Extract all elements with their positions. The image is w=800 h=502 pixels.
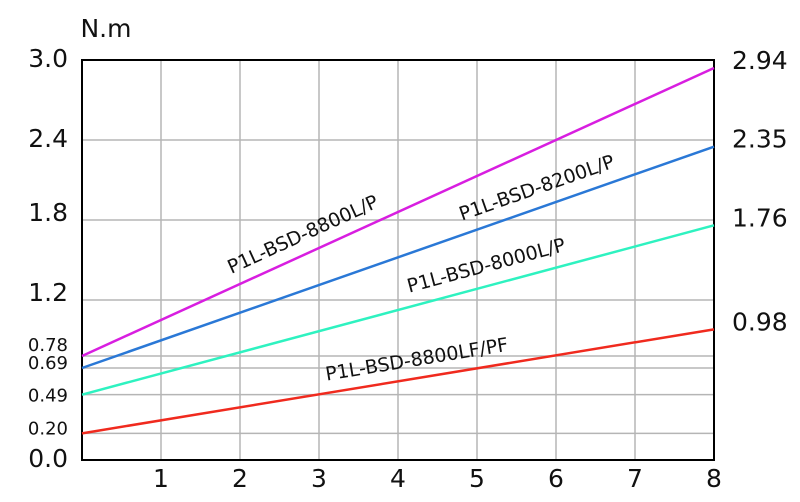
y2-tick-label: 0.98: [732, 307, 788, 336]
x-tick-label: 8: [706, 464, 722, 493]
series-line: [81, 328, 715, 435]
series-line: [81, 224, 715, 396]
x-tick-label: 6: [548, 464, 564, 493]
x-tick-label: 2: [232, 464, 248, 493]
y-tick-label: 1.2: [28, 278, 68, 307]
series-label: P1L-BSD-8000L/P: [405, 234, 568, 297]
y2-tick-label: 2.94: [732, 46, 788, 75]
x-tick-label: 3: [311, 464, 327, 493]
y2-tick-label: 2.35: [732, 125, 788, 154]
x-tick-label: 7: [627, 464, 643, 493]
y-tick-label: 0.69: [28, 353, 68, 374]
series-line: [81, 145, 715, 370]
series-label: P1L-BSD-8800L/P: [224, 191, 381, 279]
y-tick-label: 0.78: [28, 335, 68, 356]
y-tick-label: 0.0: [28, 444, 68, 473]
y-tick-label: 0.20: [28, 418, 68, 439]
y-tick-label: 3.0: [28, 44, 68, 73]
x-tick-label: 5: [469, 464, 485, 493]
y-tick-label: 0.49: [28, 386, 68, 407]
x-tick-label: 1: [153, 464, 169, 493]
plot-frame: [81, 59, 715, 461]
y-tick-label: 2.4: [28, 124, 68, 153]
series-line: [81, 66, 715, 358]
unit-label: N.m: [80, 14, 131, 43]
x-tick-label: 4: [390, 464, 406, 493]
y-tick-label: 1.8: [28, 198, 68, 227]
y2-tick-label: 1.76: [732, 203, 788, 232]
